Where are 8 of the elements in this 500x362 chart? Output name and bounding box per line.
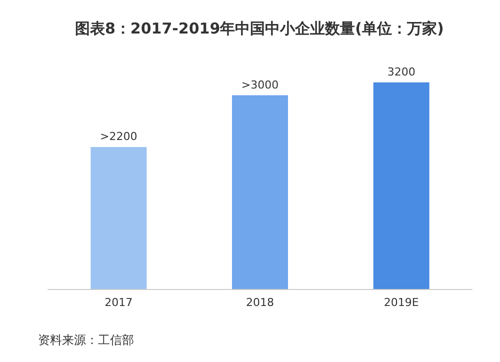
x-tick-label: 2017 — [104, 296, 133, 309]
data-label: >3000 — [241, 78, 279, 92]
chart-title: 图表8：2017-2019年中国中小企业数量(单位：万家) — [75, 20, 444, 38]
data-label: 3200 — [387, 65, 416, 78]
text: 资料来源：工信部 — [38, 333, 134, 347]
x-tick-label: 2019E — [384, 296, 419, 309]
x-tick-label: 2018 — [246, 296, 274, 309]
data-label: >2200 — [100, 130, 138, 143]
